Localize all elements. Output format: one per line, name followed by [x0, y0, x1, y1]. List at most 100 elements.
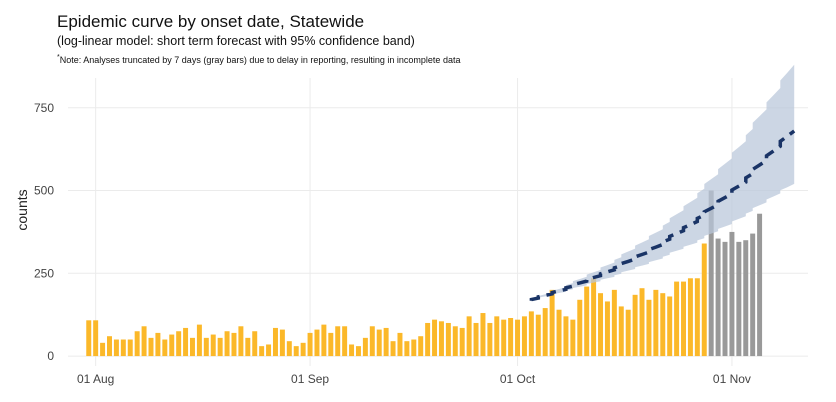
bar-complete — [335, 326, 341, 357]
y-tick-label: 250 — [34, 266, 54, 280]
bar-complete — [508, 318, 514, 357]
bar-truncated — [729, 231, 735, 357]
bar-complete — [272, 327, 278, 357]
bar-complete — [425, 322, 431, 357]
bar-complete — [155, 332, 161, 357]
bar-complete — [542, 308, 548, 357]
x-tick-label: 01 Oct — [500, 372, 536, 386]
bar-complete — [535, 314, 541, 357]
bar-complete — [528, 311, 534, 357]
bar-complete — [487, 322, 493, 357]
bar-complete — [224, 331, 230, 357]
bar-complete — [639, 288, 645, 357]
bar-complete — [100, 342, 106, 357]
bar-truncated — [736, 241, 742, 357]
bar-complete — [681, 281, 687, 357]
bar-complete — [162, 339, 168, 357]
bar-complete — [362, 337, 368, 357]
bar-truncated — [708, 190, 714, 357]
bar-complete — [300, 342, 306, 357]
bar-complete — [577, 299, 583, 357]
y-axis-ticks: 0 250 500 750 — [34, 101, 54, 363]
bar-complete — [376, 329, 382, 357]
bar-complete — [349, 344, 355, 357]
bar-complete — [286, 341, 292, 357]
bar-complete — [674, 281, 680, 357]
bar-complete — [369, 326, 375, 357]
bar-complete — [203, 337, 209, 357]
bar-complete — [189, 337, 195, 357]
bar-complete — [480, 313, 486, 357]
bar-complete — [342, 326, 348, 357]
bar-complete — [584, 286, 590, 357]
bar-complete — [445, 322, 451, 357]
bar-complete — [176, 331, 182, 357]
bar-complete — [438, 321, 444, 357]
bar-complete — [611, 289, 617, 357]
bar-complete — [238, 326, 244, 357]
bar-complete — [459, 327, 465, 357]
y-tick-label: 500 — [34, 184, 54, 198]
bar-truncated — [750, 233, 756, 357]
bar-complete — [259, 346, 265, 357]
bar-complete — [432, 319, 438, 357]
bar-complete — [383, 327, 389, 357]
bar-complete — [148, 337, 154, 357]
bar-complete — [210, 334, 216, 357]
bar-complete — [252, 331, 258, 357]
chart-title: Epidemic curve by onset date, Statewide — [57, 12, 365, 31]
bar-complete — [660, 293, 666, 357]
bar-complete — [549, 289, 555, 357]
bar-complete — [494, 316, 500, 357]
x-tick-label: 01 Nov — [713, 372, 751, 386]
bar-complete — [169, 334, 175, 357]
bar-complete — [701, 243, 707, 357]
y-tick-label: 0 — [47, 349, 54, 363]
bar-complete — [141, 326, 147, 357]
bar-complete — [134, 331, 140, 357]
bar-complete — [113, 339, 119, 357]
bar-truncated — [743, 240, 749, 357]
chart-note: *Note: Analyses truncated by 7 days (gra… — [57, 54, 460, 65]
bar-complete — [653, 289, 659, 357]
bar-complete — [563, 316, 569, 357]
note-text: Note: Analyses truncated by 7 days (gray… — [59, 55, 461, 65]
bar-complete — [632, 294, 638, 357]
bar-complete — [618, 306, 624, 357]
forecast-confidence-band — [531, 64, 795, 301]
bar-complete — [397, 332, 403, 357]
bar-complete — [598, 293, 604, 357]
bar-complete — [521, 316, 527, 357]
bar-complete — [591, 278, 597, 357]
bar-complete — [466, 316, 472, 357]
bar-complete — [245, 337, 251, 357]
bar-complete — [646, 299, 652, 357]
bar-series — [86, 190, 763, 357]
bar-complete — [473, 322, 479, 357]
bar-complete — [694, 278, 700, 357]
bar-complete — [404, 341, 410, 357]
bar-complete — [355, 346, 361, 357]
x-tick-label: 01 Aug — [77, 372, 114, 386]
bar-complete — [501, 319, 507, 357]
x-axis-ticks: 01 Aug 01 Sep 01 Oct 01 Nov — [77, 372, 751, 386]
y-axis-label: counts — [14, 189, 30, 230]
bar-complete — [515, 319, 521, 357]
y-tick-label: 750 — [34, 101, 54, 115]
bar-complete — [625, 309, 631, 357]
bar-complete — [570, 319, 576, 357]
bar-truncated — [715, 238, 721, 357]
bar-complete — [411, 339, 417, 357]
bar-complete — [307, 332, 313, 357]
bar-truncated — [722, 241, 728, 357]
bar-complete — [266, 344, 272, 357]
bar-complete — [107, 336, 112, 357]
bar-complete — [93, 320, 99, 357]
bar-complete — [231, 332, 237, 357]
bar-complete — [86, 320, 92, 357]
x-tick-label: 01 Sep — [291, 372, 329, 386]
bar-complete — [667, 296, 673, 357]
bar-complete — [314, 329, 320, 357]
bar-truncated — [757, 213, 763, 357]
